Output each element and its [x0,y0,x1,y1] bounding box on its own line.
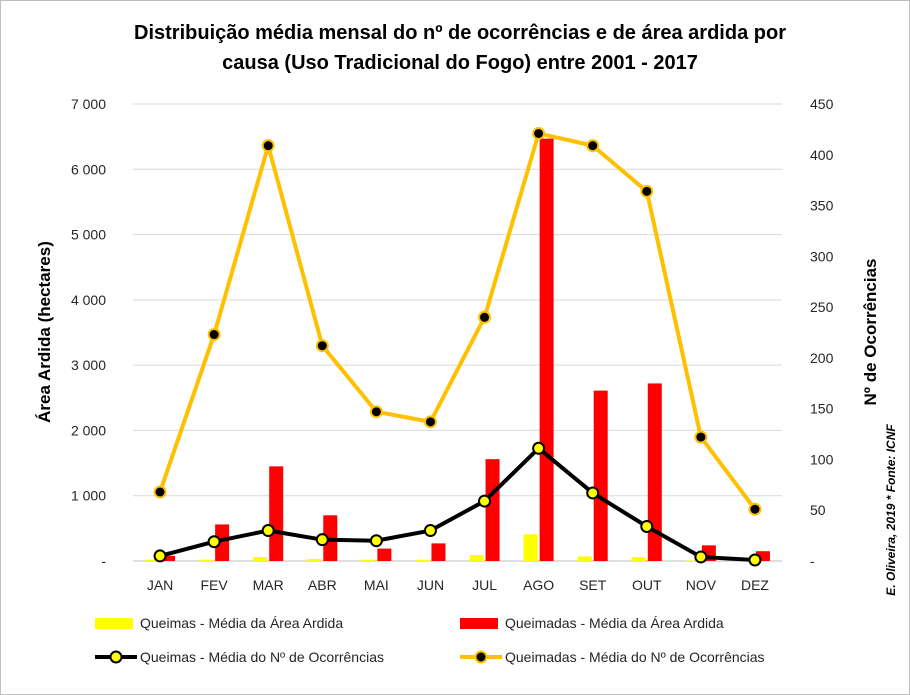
bar-queimas-area [577,556,592,561]
right-tick-label: 150 [810,401,834,417]
marker-queimadas-ocorrencias [153,485,167,499]
legend-swatch-marker [109,650,123,664]
right-tick-label: 200 [810,350,834,366]
x-tick-label: MAI [364,577,389,593]
right-tick-label: 450 [810,96,834,112]
bar-queimadas-area [485,459,500,561]
marker-queimadas-ocorrencias [586,139,600,153]
bar-queimas-area [361,559,376,561]
marker-queimas-ocorrencias [153,549,167,563]
left-tick-label: 4 000 [71,292,106,308]
chart-title-line1: Distribuição média mensal do nº de ocorr… [134,22,786,44]
chart-title: Distribuição média mensal do nº de ocorr… [60,18,860,78]
marker-queimas-ocorrencias [478,494,492,508]
bar-queimas-area [307,559,322,561]
x-tick-label: SET [579,577,607,593]
legend-label: Queimadas - Média do Nº de Ocorrências [505,649,765,665]
bar-queimadas-area [647,383,662,561]
bar-queimas-area [415,559,430,561]
marker-queimas-ocorrencias [694,550,708,564]
bar-queimadas-area [431,543,446,561]
bar-queimadas-area [539,138,554,561]
right-tick-label: 300 [810,248,834,264]
left-tick-label: 6 000 [71,161,106,177]
left-tick-label: 5 000 [71,227,106,243]
x-tick-label: JUN [417,577,444,593]
marker-queimadas-ocorrencias [369,405,383,419]
marker-queimadas-ocorrencias [478,310,492,324]
marker-queimadas-ocorrencias [640,184,654,198]
marker-queimas-ocorrencias [532,441,546,455]
bar-queimadas-area [161,555,176,561]
bar-queimadas-area [269,466,284,561]
bar-queimadas-area [377,548,392,561]
left-tick-label: 1 000 [71,488,106,504]
line-queimadas-ocorrencias [158,131,757,511]
bar-queimas-area [145,559,160,561]
line-queimas-ocorrencias [159,446,756,562]
left-tick-label: 2 000 [71,422,106,438]
bar-queimas-area [253,557,268,561]
marker-queimadas-ocorrencias [315,339,329,353]
legend-label: Queimas - Média da Área Ardida [140,615,343,631]
legend-swatch-bar [460,618,498,629]
x-tick-label: DEZ [741,577,769,593]
marker-queimadas-ocorrencias [694,430,708,444]
right-tick-label: 350 [810,198,834,214]
marker-queimas-ocorrencias [748,553,762,567]
legend-label: Queimas - Média do Nº de Ocorrências [140,649,384,665]
marker-queimas-ocorrencias [369,534,383,548]
bar-queimadas-area [755,551,770,561]
x-tick-label: JUL [472,577,497,593]
chart-title-line2: causa (Uso Tradicional do Fogo) entre 20… [222,52,698,74]
bar-queimadas-area [593,390,608,561]
left-tick-label: - [101,553,106,569]
legend-swatch-marker [474,650,488,664]
marker-queimas-ocorrencias [640,519,654,533]
marker-queimas-ocorrencias [261,524,275,538]
x-tick-label: MAR [253,577,284,593]
x-tick-label: OUT [632,577,662,593]
legend: Queimas - Média da Área Ardida Queimadas … [95,615,765,665]
lines [153,126,762,567]
right-tick-label: 250 [810,299,834,315]
x-tick-label: JAN [147,577,173,593]
marker-queimadas-ocorrencias [207,328,221,342]
ticks: - 1 000 2 000 3 000 4 000 5 000 6 000 7 000 - 50 1… [71,96,834,593]
x-tick-label: AGO [523,577,554,593]
y-axis-label-right: Nº de Ocorrências [861,259,880,406]
marker-queimadas-ocorrencias [423,415,437,429]
right-tick-label: 400 [810,147,834,163]
marker-queimadas-ocorrencias [532,126,546,140]
marker-queimadas-ocorrencias [261,139,275,153]
right-tick-label: 100 [810,451,834,467]
marker-queimadas-ocorrencias [748,502,762,516]
marker-queimas-ocorrencias [315,533,329,547]
left-tick-label: 7 000 [71,96,106,112]
marker-queimas-ocorrencias [586,486,600,500]
bar-queimas-area [469,555,484,561]
source-credit: E. Oliveira, 2019 * Fonte: ICNF [884,424,898,596]
right-tick-label: - [810,553,815,569]
gridlines [133,103,782,562]
bar-queimas-area [199,559,214,561]
bar-queimas-area [685,560,700,561]
marker-queimas-ocorrencias [423,524,437,538]
right-tick-label: 50 [810,502,826,518]
left-tick-label: 3 000 [71,357,106,373]
legend-label: Queimadas - Média da Área Ardida [505,615,724,631]
legend-swatch-bar [95,618,133,629]
bar-queimadas-area [215,524,230,561]
bar-queimas-area [523,534,538,561]
x-tick-label: ABR [308,577,337,593]
y-axis-label-left: Área Ardida (hectares) [35,241,54,423]
bar-queimas-area [631,557,646,561]
x-tick-label: FEV [201,577,229,593]
marker-queimas-ocorrencias [207,535,221,549]
bars [145,138,770,561]
x-tick-label: NOV [686,577,717,593]
